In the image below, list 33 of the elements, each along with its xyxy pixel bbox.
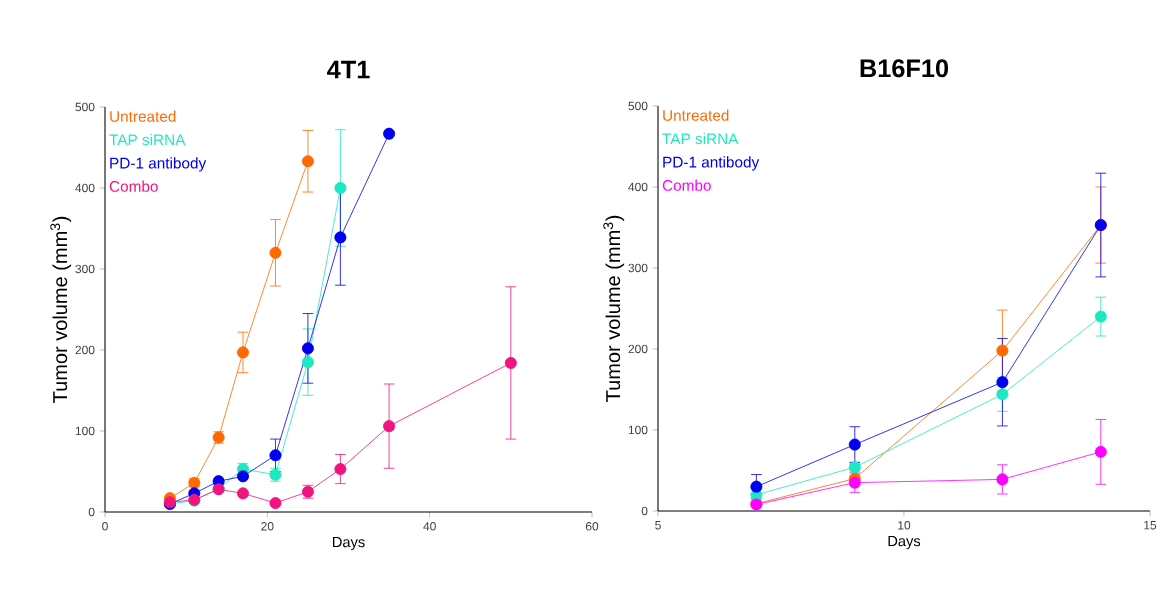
y-axis-title: Tumor volume (mm$^{3}$) (50, 216, 72, 403)
y-tick-label: 100 (75, 426, 95, 436)
y-tick-label: 200 (75, 345, 95, 355)
text: PD-1 antibody (663, 156, 760, 171)
y-tick-label: 0 (88, 507, 95, 517)
text: Combo (662, 179, 711, 191)
y-tick-label: 200 (628, 344, 648, 354)
x-tick-label: 40 (423, 522, 436, 531)
y-tick-label: 400 (75, 183, 95, 193)
y-tick-label: 500 (75, 102, 95, 112)
y-tick-label: 300 (75, 264, 95, 274)
x-tick-label: 10 (898, 521, 911, 530)
text: PD-1 antibody (110, 157, 207, 172)
text: Combo (109, 180, 158, 192)
y-tick-label: 400 (628, 182, 648, 192)
chart-title: B16F10 (860, 59, 949, 78)
x-tick-label: 15 (1144, 521, 1157, 530)
x-tick-label: 0 (102, 522, 108, 531)
text: TAP siRNA (662, 132, 739, 145)
x-axis-title: Days (888, 536, 921, 550)
x-tick-label: 5 (655, 521, 661, 530)
y-tick-label: 100 (628, 425, 648, 435)
x-axis-title: Days (333, 537, 365, 551)
x-tick-label: 20 (261, 522, 274, 531)
text: Untreated (663, 109, 729, 121)
text: TAP siRNA (109, 133, 186, 146)
y-tick-label: 300 (628, 263, 648, 273)
chart-title: 4T1 (327, 60, 370, 79)
y-tick-label: 500 (628, 101, 648, 111)
y-tick-label: 0 (641, 506, 648, 516)
x-tick-label: 60 (585, 522, 599, 531)
text: Untreated (110, 110, 176, 122)
y-axis-title: Tumor volume (mm$^{3}$) (603, 215, 625, 402)
